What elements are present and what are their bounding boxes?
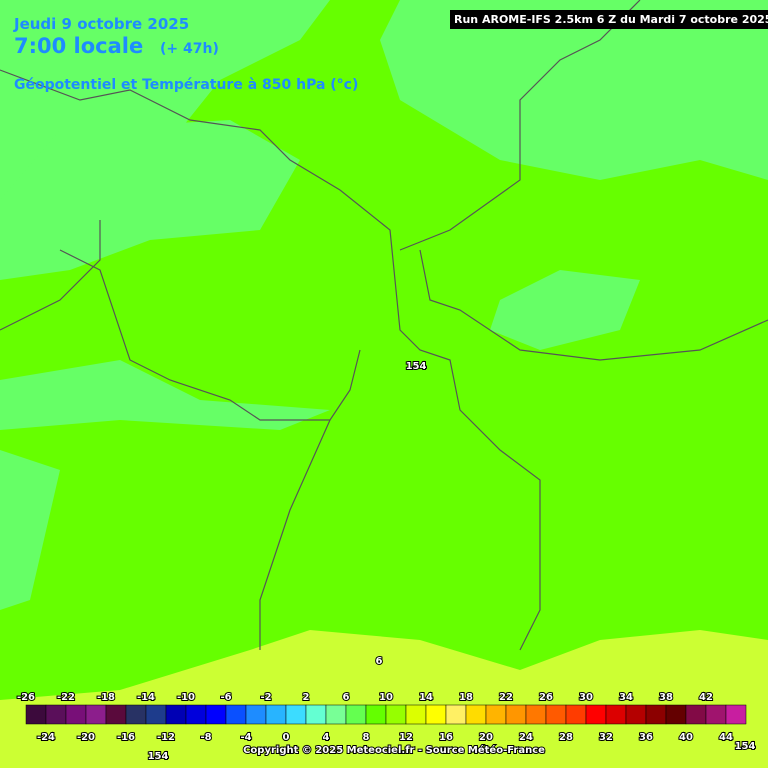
colorbar-swatch [365,704,387,725]
colorbar-swatch [445,704,467,725]
colorbar-label: -2 [260,692,271,703]
colorbar-swatch [225,704,247,725]
colorbar-label: -22 [57,692,75,703]
colorbar-swatch [725,704,747,725]
colorbar-swatch [605,704,627,725]
colorbar-label: 4 [323,732,330,743]
colorbar-label: 16 [439,732,453,743]
colorbar-label: -8 [200,732,211,743]
cooler-areas [0,0,768,610]
colorbar-label: -16 [117,732,135,743]
contour-label: 154 [148,751,169,762]
colorbar-swatch [85,704,107,725]
colorbar-swatch [545,704,567,725]
colorbar-swatch [185,704,207,725]
colorbar-label: 36 [639,732,653,743]
colorbar-label: 24 [519,732,533,743]
parameter: Géopotentiel et Température à 850 hPa (°… [14,77,358,93]
contour-label: 154 [406,361,427,372]
warmer-area [0,630,768,768]
colorbar-label: 20 [479,732,493,743]
colorbar-swatch [465,704,487,725]
colorbar-label: -26 [17,692,35,703]
borders [0,0,768,651]
run-box [450,10,768,29]
colorbar-label: -14 [137,692,155,703]
colorbar-label: -24 [37,732,55,743]
colorbar-swatch [645,704,667,725]
colorbar-label: 28 [559,732,573,743]
colorbar-label: -6 [220,692,231,703]
lead-time: (+ 47h) [160,41,219,57]
run-text: Run AROME-IFS 2.5km 6 Z du Mardi 7 octob… [454,13,768,26]
colorbar-label: 32 [599,732,613,743]
colorbar-label: -18 [97,692,115,703]
colorbar-label: 40 [679,732,693,743]
colorbar-swatch [45,704,67,725]
colorbar-label: 14 [419,692,433,703]
colorbar-label: 8 [363,732,370,743]
colorbar-swatch [165,704,187,725]
date: Jeudi 9 octobre 2025 [13,15,189,33]
colorbar-swatch [205,704,227,725]
colorbar-swatch [565,704,587,725]
time: 7:00 locale [14,34,143,58]
colorbar-swatch [625,704,647,725]
colorbar-label: 42 [699,692,713,703]
colorbar-label: 2 [303,692,310,703]
colorbar-swatch [485,704,507,725]
colorbar-label: 26 [539,692,553,703]
colorbar-label: 12 [399,732,413,743]
colorbar-label: 30 [579,692,593,703]
colorbar-swatch [105,704,127,725]
contour-label: 154 [735,741,756,752]
copyright: Copyright © 2025 Meteociel.fr - Source M… [243,744,545,756]
colorbar-swatch [685,704,707,725]
contour-label: 6 [376,656,383,667]
colorbar-swatch [665,704,687,725]
colorbar-label: 22 [499,692,513,703]
colorbar-swatch [145,704,167,725]
colorbar-swatch [345,704,367,725]
colorbar-label: -12 [157,732,175,743]
colorbar-label: 0 [283,732,290,743]
colorbar-label: 18 [459,692,473,703]
colorbar-swatch [65,704,87,725]
colorbar-swatch [305,704,327,725]
colorbar-label: -10 [177,692,195,703]
colorbar-swatch [405,704,427,725]
colorbar-swatch [525,704,547,725]
colorbar-swatch [705,704,727,725]
colorbar-swatch [25,704,47,725]
colorbar-swatch [385,704,407,725]
colorbar-label: 44 [719,732,733,743]
colorbar-label: 38 [659,692,673,703]
colorbar-label: -20 [77,732,95,743]
colorbar-swatch [285,704,307,725]
colorbar-swatch [265,704,287,725]
colorbar-swatch [125,704,147,725]
colorbar-swatch [505,704,527,725]
colorbar-swatch [585,704,607,725]
colorbar-label: 10 [379,692,393,703]
colorbar-swatch [425,704,447,725]
colorbar-swatch [245,704,267,725]
colorbar-label: 34 [619,692,633,703]
colorbar-label: -4 [240,732,251,743]
colorbar-label: 6 [343,692,350,703]
colorbar-swatch [325,704,347,725]
